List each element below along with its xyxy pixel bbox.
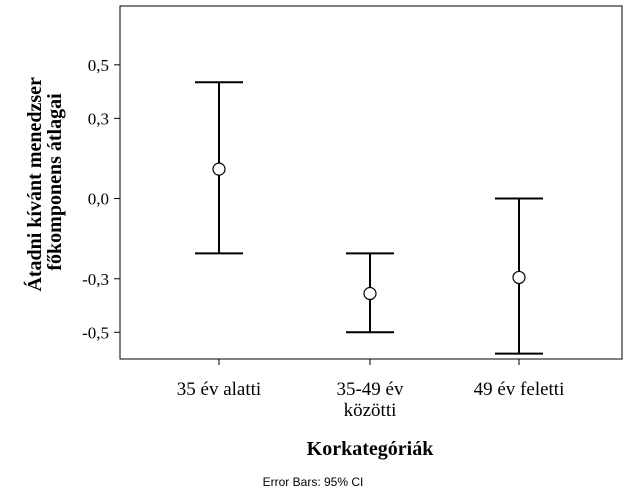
x-tick-label: 49 év feletti — [474, 379, 565, 400]
y-axis-title: Átadni kívánt menedzser főkomponens átla… — [23, 72, 66, 291]
y-tick-label: -0,3 — [82, 270, 109, 289]
plot-frame — [119, 5, 623, 360]
x-axis: 35 év alatti 35-49 év közötti 49 év feletti — [177, 359, 565, 421]
x-axis-title: Korkategóriák — [307, 438, 435, 460]
y-tick-label: -0,5 — [82, 323, 109, 342]
error-bars — [195, 81, 543, 355]
y-axis: 0,5 0,3 0,0 -0,3 -0,5 — [82, 56, 120, 342]
x-tick-label: 35 év alatti — [177, 379, 261, 400]
y-tick-label: 0,3 — [88, 109, 109, 128]
mean-marker — [363, 286, 377, 301]
y-tick-label: 0,5 — [88, 56, 109, 75]
mean-marker — [212, 162, 226, 176]
y-tick-label: 0,0 — [88, 190, 109, 209]
error-bars-footnote: Error Bars: 95% CI — [263, 475, 364, 489]
error-bar-1 — [195, 81, 243, 255]
mean-marker — [512, 270, 526, 285]
error-bar-2 — [346, 252, 394, 334]
x-tick-label: 35-49 év közötti — [336, 379, 404, 421]
error-bar-3 — [495, 197, 543, 355]
